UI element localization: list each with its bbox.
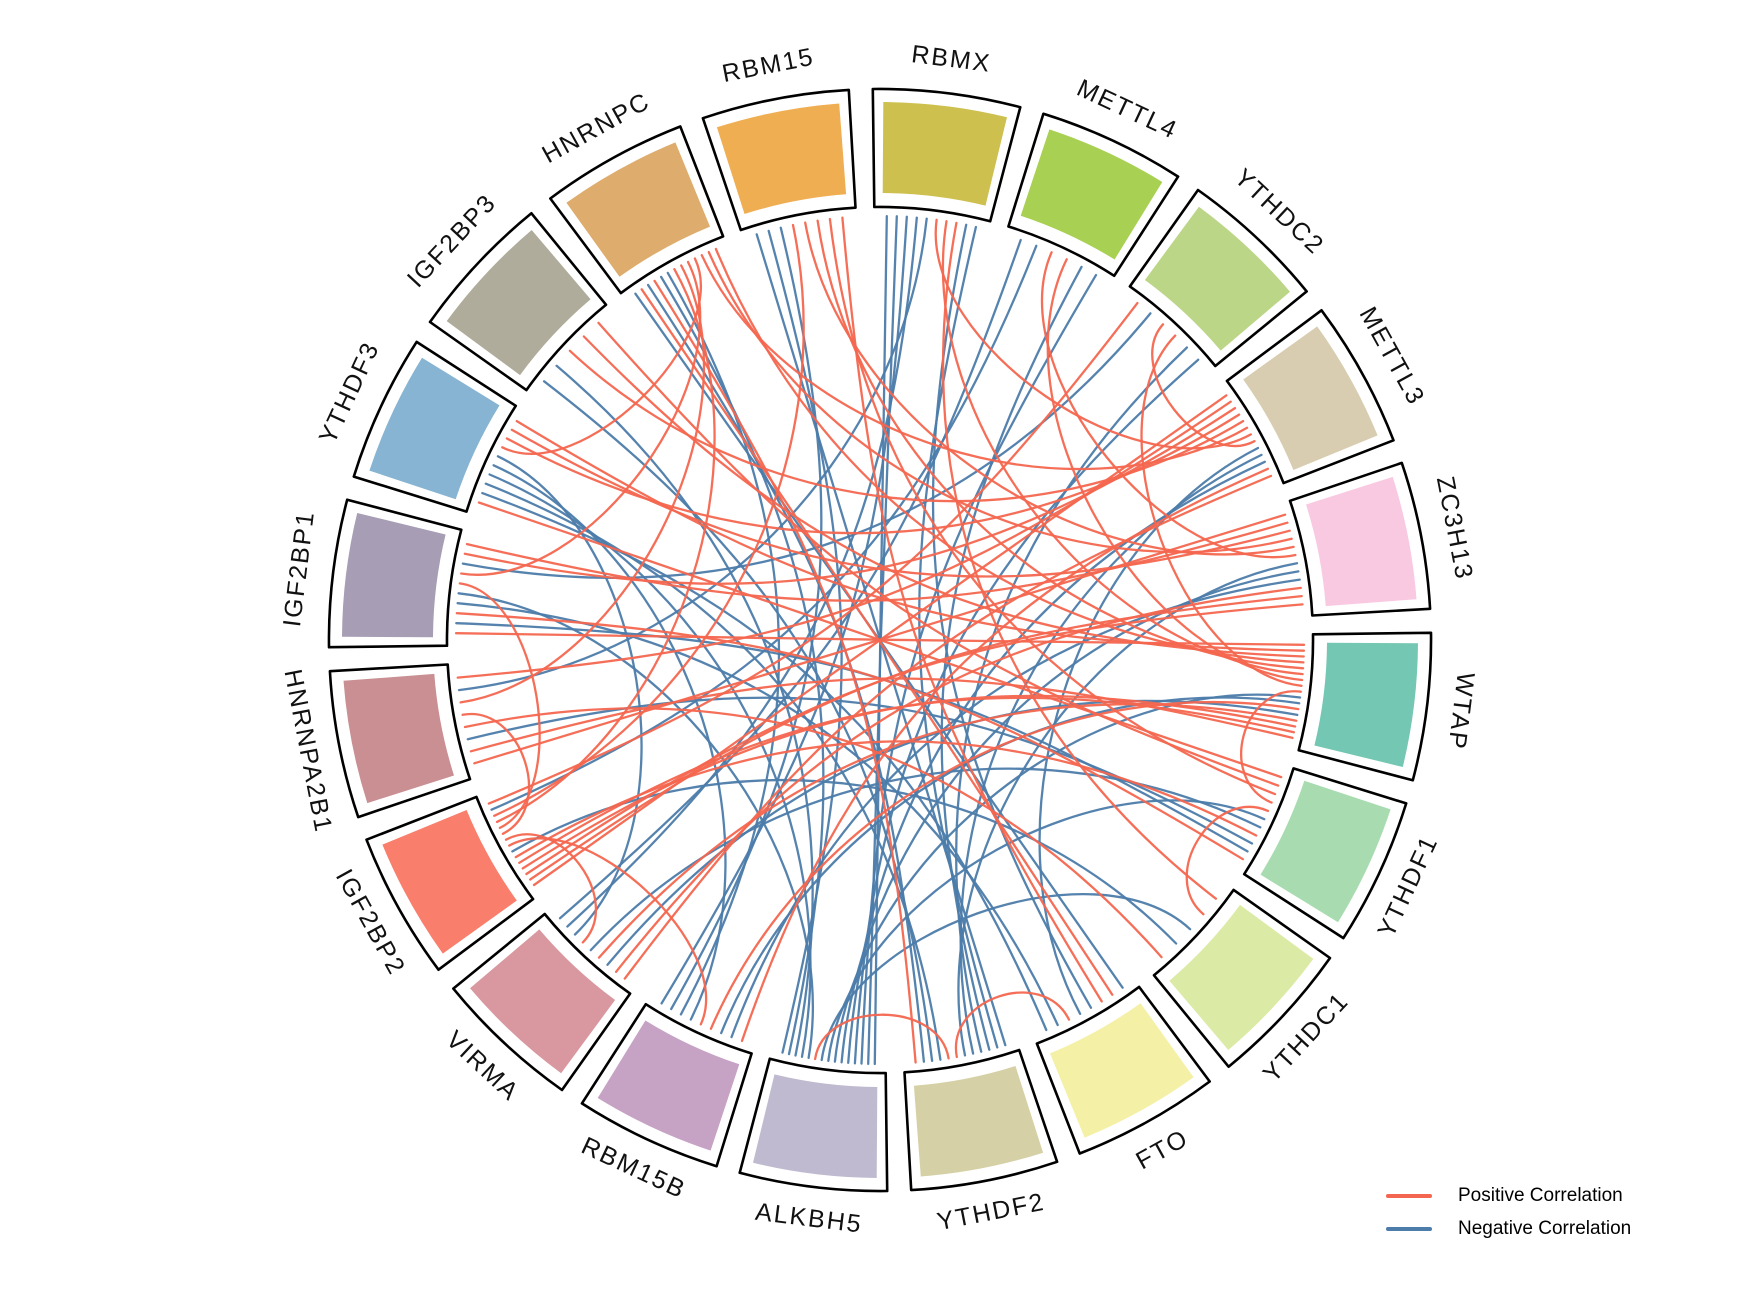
chord-ZC3H13-RBM15B-neg bbox=[730, 578, 1301, 1039]
chord-FTO-YTHDF2-pos bbox=[954, 991, 1071, 1059]
sector-fill-IGF2BP3 bbox=[446, 230, 591, 376]
chord-YTHDF1-ALKBH5-neg bbox=[827, 799, 1266, 1062]
chord-RBM15B-WTAP-pos bbox=[709, 701, 1300, 1030]
chord-METTL4-VIRMA-neg bbox=[558, 238, 1022, 920]
chord-RBM15-IGF2BP2-pos bbox=[493, 223, 805, 817]
chord-HNRNPA2B1-YTHDC1-pos bbox=[463, 707, 1163, 959]
chord-HNRNPA2B1-WTAP-pos bbox=[469, 677, 1294, 753]
chord-RBM15B-IGF2BP2-pos bbox=[508, 837, 708, 1026]
sector-fill-RBM15B bbox=[597, 1020, 740, 1151]
chord-links bbox=[454, 214, 1306, 1066]
sector-label-HNRNPA2B1: HNRNPA2B1 bbox=[278, 667, 337, 835]
chord-METTL4-ZC3H13-pos bbox=[1040, 251, 1297, 559]
chord-METTL4-IGF2BP2-neg bbox=[490, 244, 1038, 811]
sector-fill-METTL4 bbox=[1020, 129, 1163, 260]
chord-IGF2BP3-METTL3-pos bbox=[568, 349, 1245, 503]
chord-VIRMA-YTHDF3-neg bbox=[496, 455, 643, 936]
sector-fill-FTO bbox=[1050, 1003, 1194, 1138]
chord-HNRNPC-FTO-pos bbox=[640, 288, 1114, 996]
chord-RBM15B-METTL3-pos bbox=[740, 467, 1270, 1043]
legend-row-positive: Positive Correlation bbox=[1386, 1179, 1631, 1212]
chord-IGF2BP1-ZC3H13-pos bbox=[465, 521, 1289, 602]
chord-VIRMA-ZC3H13-pos bbox=[614, 586, 1302, 973]
legend: Positive Correlation Negative Correlatio… bbox=[1386, 1179, 1631, 1245]
sector-fill-ZC3H13 bbox=[1306, 476, 1417, 607]
chord-RBMX-VIRMA-neg bbox=[566, 216, 918, 928]
negative-correlation-label: Negative Correlation bbox=[1458, 1217, 1632, 1239]
chord-VIRMA-IGF2BP2-pos bbox=[504, 833, 597, 944]
chord-RBM15-WTAP-pos bbox=[816, 219, 1305, 670]
chord-YTHDF3-HNRNPC-pos bbox=[501, 257, 703, 455]
chord-METTL4-WTAP-pos bbox=[1046, 258, 1304, 682]
sector-fill-RBMX bbox=[882, 102, 1007, 206]
chord-YTHDF3-YTHDF1-pos bbox=[477, 501, 1283, 779]
chord-HNRNPC-YTHDF2-pos bbox=[653, 279, 917, 1064]
chord-RBMX-YTHDC1-pos bbox=[941, 221, 1218, 900]
positive-correlation-label: Positive Correlation bbox=[1458, 1184, 1623, 1206]
chord-IGF2BP3-YTHDF1-pos bbox=[597, 321, 1280, 787]
chord-RBM15-RBM15B-neg bbox=[670, 226, 823, 1011]
chord-IGF2BP1-HNRNPC-pos bbox=[460, 260, 702, 576]
chord-YTHDC2-METTL3-pos bbox=[1151, 323, 1256, 448]
sector-fill-ALKBH5 bbox=[753, 1074, 878, 1178]
sector-fill-HNRNPC bbox=[566, 142, 710, 277]
sector-fill-HNRNPA2B1 bbox=[343, 673, 454, 804]
chord-WTAP-YTHDF1-pos bbox=[1240, 690, 1302, 804]
sector-fill-IGF2BP1 bbox=[342, 513, 446, 638]
chord-WTAP-VIRMA-neg bbox=[606, 699, 1299, 966]
chord-YTHDC1-ALKBH5-neg bbox=[820, 893, 1192, 1062]
sector-label-ALKBH5: ALKBH5 bbox=[754, 1198, 864, 1239]
chord-YTHDC1-IGF2BP2-neg bbox=[511, 778, 1178, 945]
sector-fill-YTHDF2 bbox=[913, 1066, 1044, 1177]
chord-ZC3H13-YTHDF2-neg bbox=[957, 562, 1299, 1057]
chord-WTAP-RBM15B-neg bbox=[720, 696, 1301, 1035]
chord-IGF2BP1-YTHDF1-pos bbox=[455, 612, 1245, 861]
chord-IGF2BP1-IGF2BP2-pos bbox=[458, 582, 541, 830]
chord-YTHDF1-IGF2BP1-neg bbox=[455, 622, 1249, 853]
chord-RBMX-METTL3-pos bbox=[934, 218, 1252, 450]
positive-correlation-swatch bbox=[1386, 1193, 1432, 1198]
sector-fill-METTL3 bbox=[1243, 326, 1378, 470]
sector-label-RBMX: RBMX bbox=[910, 40, 993, 78]
sector-fill-YTHDF3 bbox=[369, 357, 500, 500]
negative-correlation-swatch bbox=[1386, 1226, 1432, 1231]
chord-IGF2BP3-WTAP-pos bbox=[582, 335, 1305, 658]
chord-ALKBH5-YTHDF2-pos bbox=[813, 1013, 950, 1061]
sector-label-WTAP: WTAP bbox=[1442, 671, 1479, 752]
chord-RBM15B-HNRNPC-neg bbox=[666, 271, 781, 1016]
sector-fill-YTHDC1 bbox=[1169, 904, 1314, 1050]
sector-label-ZC3H13: ZC3H13 bbox=[1431, 474, 1479, 583]
chord-IGF2BP2-HNRNPA2B1-pos bbox=[461, 712, 530, 835]
chord-YTHDF1-HNRNPA2B1-neg bbox=[466, 696, 1254, 845]
sector-label-IGF2BP1: IGF2BP1 bbox=[278, 509, 320, 628]
sector-label-FTO: FTO bbox=[1131, 1124, 1193, 1175]
legend-row-negative: Negative Correlation bbox=[1386, 1212, 1631, 1245]
sector-fill-WTAP bbox=[1314, 642, 1418, 767]
chord-VIRMA-METTL3-pos bbox=[623, 474, 1273, 980]
chord-HNRNPA2B1-HNRNPC-pos bbox=[459, 264, 706, 704]
chord-YTHDC2-IGF2BP1-neg bbox=[461, 312, 1152, 579]
chord-ALKBH5-IGF2BP1-neg bbox=[457, 592, 814, 1060]
sector-label-YTHDF2: YTHDF2 bbox=[935, 1188, 1048, 1236]
sector-label-RBM15: RBM15 bbox=[720, 43, 817, 88]
chord-ALKBH5-IGF2BP3-neg bbox=[555, 364, 814, 1057]
chord-IGF2BP2-YTHDF1-pos bbox=[514, 740, 1258, 859]
sector-fill-YTHDF1 bbox=[1260, 780, 1391, 923]
chord-RBM15-YTHDF1-pos bbox=[828, 217, 1277, 796]
sector-fill-IGF2BP2 bbox=[382, 810, 517, 954]
sector-fill-YTHDC2 bbox=[1144, 206, 1290, 351]
sector-fill-RBM15 bbox=[716, 103, 847, 214]
sector-fill-VIRMA bbox=[470, 929, 616, 1074]
chord-RBM15-FTO-pos bbox=[841, 216, 1103, 1003]
chord-IGF2BP2-ZC3H13-pos bbox=[525, 603, 1304, 876]
chord-YTHDC1-YTHDF1-pos bbox=[1185, 805, 1270, 916]
chord-RBM15-ZC3H13-pos bbox=[804, 221, 1295, 556]
chord-YTHDC2-WTAP-pos bbox=[1140, 334, 1303, 687]
chord-HNRNPC-METTL3-pos bbox=[700, 254, 1249, 471]
chord-VIRMA-WTAP-pos bbox=[597, 703, 1298, 959]
